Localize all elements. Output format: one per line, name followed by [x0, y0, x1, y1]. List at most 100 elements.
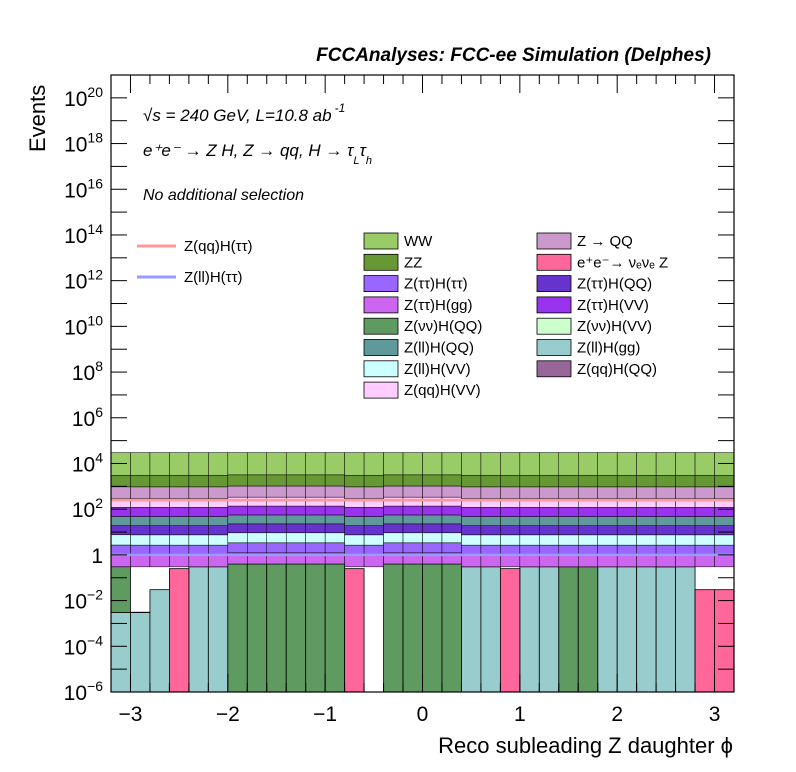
band-8-4	[188, 475, 209, 488]
band-5-21	[519, 507, 540, 517]
legend-label: Z(ll)H(VV)	[404, 361, 471, 378]
band-8-13	[363, 475, 384, 488]
x-tick-label: 2	[611, 703, 623, 726]
band-3-22	[539, 525, 560, 536]
band-3-28	[655, 525, 676, 536]
band-3-24	[578, 525, 598, 536]
legend-label: Z(ll)H(QQ)	[404, 340, 474, 357]
band-2-10	[305, 532, 326, 544]
band-9-27	[636, 452, 657, 476]
band-5-19	[480, 507, 501, 517]
band-7-29	[675, 486, 696, 499]
band-4-10	[305, 514, 326, 525]
legend-signals: Z(qq)H(ττ) Z(ll)H(ττ)	[137, 238, 253, 286]
y-tick-label: 1016	[64, 175, 103, 202]
band-8-23	[558, 475, 579, 488]
band-4-22	[539, 516, 560, 526]
band-9-9	[285, 452, 306, 476]
band-9-14	[383, 452, 404, 476]
band-2-26	[616, 534, 637, 546]
band-2-18	[461, 534, 482, 546]
band-2-0	[110, 534, 131, 546]
y-tick-label: 10−4	[64, 632, 104, 659]
band-4-18	[461, 516, 482, 526]
band-2-25	[597, 534, 618, 546]
legend-label: e⁺e⁻→ νₑνₑ Z	[577, 254, 668, 271]
band-3-20	[500, 525, 521, 536]
band-4-30	[694, 516, 715, 526]
band-5-11	[324, 505, 345, 516]
band-7-9	[285, 485, 306, 498]
band-2-11	[324, 532, 345, 544]
band-9-12	[344, 452, 365, 476]
band-2-9	[285, 532, 306, 544]
band-2-14	[383, 532, 404, 544]
band-0-3	[169, 555, 190, 568]
band-0-26	[616, 555, 637, 568]
legend-label: ZZ	[404, 254, 422, 271]
band-4-23	[558, 516, 579, 526]
band-7-27	[636, 486, 657, 499]
band-4-11	[324, 514, 345, 525]
band-8-5	[208, 475, 229, 488]
band-5-30	[694, 507, 715, 517]
bar-0-22	[538, 566, 560, 693]
band-7-21	[519, 486, 540, 499]
band-4-17	[441, 514, 462, 525]
band-4-6	[227, 514, 248, 525]
band-7-19	[480, 486, 501, 499]
y-tick-label: 10−2	[64, 587, 104, 614]
band-5-17	[441, 505, 462, 516]
band-8-17	[441, 474, 462, 487]
band-2-30	[694, 534, 715, 546]
band-8-19	[480, 475, 501, 488]
band-3-23	[558, 525, 579, 536]
band-1-9	[285, 542, 306, 554]
band-5-24	[578, 507, 598, 517]
band-0-1	[130, 555, 151, 568]
bar-0-0	[110, 612, 131, 693]
band-2-20	[500, 534, 521, 546]
band-2-16	[422, 532, 443, 544]
band-2-4	[188, 534, 209, 546]
x-axis-title: Reco subleading Z daughter ϕ	[438, 733, 733, 758]
band-9-15	[402, 452, 423, 476]
band-2-21	[519, 534, 540, 546]
band-1-16	[422, 542, 443, 554]
band-8-16	[422, 474, 443, 487]
band-7-25	[597, 486, 618, 499]
legend-label: Z → QQ	[577, 233, 633, 250]
band-1-15	[402, 542, 423, 554]
band-0-18	[461, 555, 482, 568]
band-2-2	[149, 534, 170, 546]
band-9-7	[247, 452, 267, 476]
band-7-3	[169, 486, 190, 499]
x-axis: −3 −2 −1 0 1 2 3	[110, 75, 735, 726]
legend-label: WW	[404, 233, 433, 250]
band-8-3	[169, 475, 190, 488]
band-2-19	[480, 534, 501, 546]
band-7-15	[402, 485, 423, 498]
x-tick-label: −1	[313, 703, 337, 726]
band-3-26	[616, 525, 637, 536]
band-3-7	[247, 523, 267, 534]
band-7-14	[383, 485, 404, 498]
band-9-11	[324, 452, 345, 476]
band-9-20	[500, 452, 521, 476]
band-4-0	[110, 516, 131, 526]
bar-1-14	[383, 563, 404, 693]
bar-2-3	[169, 568, 190, 693]
bar-0-21	[519, 566, 540, 693]
band-2-13	[363, 534, 384, 546]
band-4-29	[675, 516, 696, 526]
band-3-3	[169, 525, 190, 536]
band-1-10	[305, 542, 326, 554]
band-8-1	[130, 475, 151, 488]
legend-label: Z(ττ)H(ττ)	[404, 276, 468, 293]
band-5-1	[130, 507, 151, 517]
band-3-18	[461, 525, 482, 536]
band-8-14	[383, 474, 404, 487]
band-2-5	[208, 534, 229, 546]
band-3-31	[714, 525, 735, 536]
